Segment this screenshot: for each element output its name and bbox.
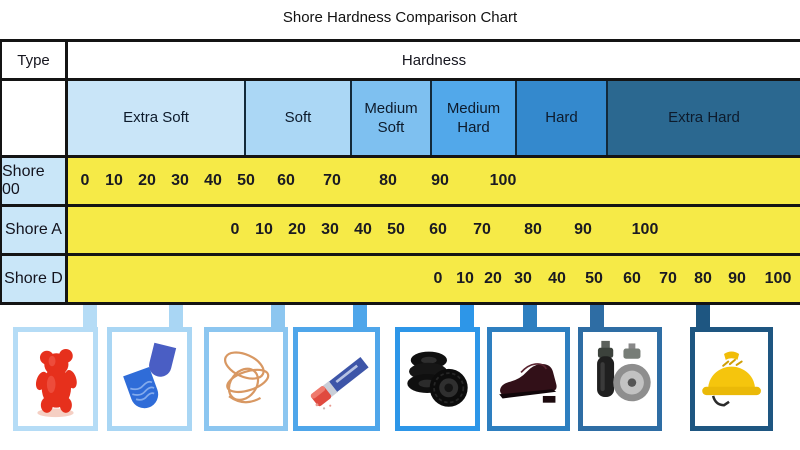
example-frame-rubber-bands [204, 327, 288, 431]
tick-shore-00-100: 100 [489, 172, 517, 189]
scale-label-shore-d: Shore D [2, 256, 65, 302]
tick-shore-a-30: 30 [321, 221, 339, 238]
tires-icon [400, 332, 475, 426]
tick-shore-a-100: 100 [631, 221, 659, 238]
tick-shore-00-90: 90 [431, 172, 449, 189]
example-frame-pencil-eraser [293, 327, 380, 431]
type-header-cell: Type [2, 42, 65, 78]
tick-shore-a-90: 90 [574, 221, 592, 238]
gummy-bear-icon [18, 332, 93, 426]
example-frame-tires [395, 327, 480, 431]
connector-hard-hat [696, 305, 710, 330]
connector-dress-shoe-heel [523, 305, 537, 330]
tick-shore-d-0: 0 [433, 270, 443, 287]
tick-shore-00-30: 30 [171, 172, 189, 189]
empty-corner-cell [2, 81, 65, 155]
caster-wheels-icon [583, 332, 657, 426]
tick-shore-d-30: 30 [514, 270, 532, 287]
gel-heel-insert-icon [112, 332, 187, 426]
hard-hat-icon [695, 332, 768, 426]
tick-shore-d-50: 50 [585, 270, 603, 287]
tick-shore-a-60: 60 [429, 221, 447, 238]
tick-shore-00-50: 50 [237, 172, 255, 189]
tick-shore-a-70: 70 [473, 221, 491, 238]
category-cell-extra-soft: Extra Soft [68, 81, 246, 155]
dress-shoe-icon [492, 332, 565, 426]
tick-shore-a-20: 20 [288, 221, 306, 238]
category-cell-soft: Soft [246, 81, 352, 155]
example-frame-caster-wheels [578, 327, 662, 431]
connector-caster-wheels [590, 305, 604, 330]
scale-band-shore-d [68, 256, 800, 302]
tick-shore-a-0: 0 [230, 221, 240, 238]
tick-shore-00-0: 0 [80, 172, 90, 189]
chart-title: Shore Hardness Comparison Chart [282, 9, 518, 26]
tick-shore-d-100: 100 [764, 270, 792, 287]
connector-pencil-eraser [353, 305, 367, 330]
scale-label-shore-a: Shore A [2, 207, 65, 253]
tick-shore-00-20: 20 [138, 172, 156, 189]
tick-shore-d-60: 60 [623, 270, 641, 287]
rubber-bands-icon [209, 332, 283, 426]
tick-shore-a-80: 80 [524, 221, 542, 238]
connector-tires [460, 305, 474, 330]
connector-rubber-bands [271, 305, 285, 330]
tick-shore-00-70: 70 [323, 172, 341, 189]
scale-label-shore-00: Shore 00 [2, 158, 65, 204]
example-frame-gummy-bear [13, 327, 98, 431]
tick-shore-d-10: 10 [456, 270, 474, 287]
tick-shore-00-40: 40 [204, 172, 222, 189]
tick-shore-00-60: 60 [277, 172, 295, 189]
tick-shore-d-20: 20 [484, 270, 502, 287]
scale-band-shore-00 [68, 158, 800, 204]
tick-shore-d-70: 70 [659, 270, 677, 287]
tick-shore-d-90: 90 [728, 270, 746, 287]
tick-shore-a-10: 10 [255, 221, 273, 238]
tick-shore-00-80: 80 [379, 172, 397, 189]
category-cell-medium-hard: Medium Hard [432, 81, 517, 155]
tick-shore-d-80: 80 [694, 270, 712, 287]
example-frame-dress-shoe-heel [487, 327, 570, 431]
connector-gummy-bear [83, 305, 97, 330]
hardness-header-cell: Hardness [68, 42, 800, 78]
scale-band-shore-a [68, 207, 800, 253]
connector-gel-heel-inserts [169, 305, 183, 330]
tick-shore-d-40: 40 [548, 270, 566, 287]
tick-shore-a-50: 50 [387, 221, 405, 238]
tick-shore-00-10: 10 [105, 172, 123, 189]
category-cell-medium-soft: Medium Soft [352, 81, 432, 155]
example-frame-gel-heel-inserts [107, 327, 192, 431]
pencil-eraser-icon [298, 332, 375, 426]
example-frame-hard-hat [690, 327, 773, 431]
category-cell-extra-hard: Extra Hard [608, 81, 800, 155]
tick-shore-a-40: 40 [354, 221, 372, 238]
category-cell-hard: Hard [517, 81, 608, 155]
